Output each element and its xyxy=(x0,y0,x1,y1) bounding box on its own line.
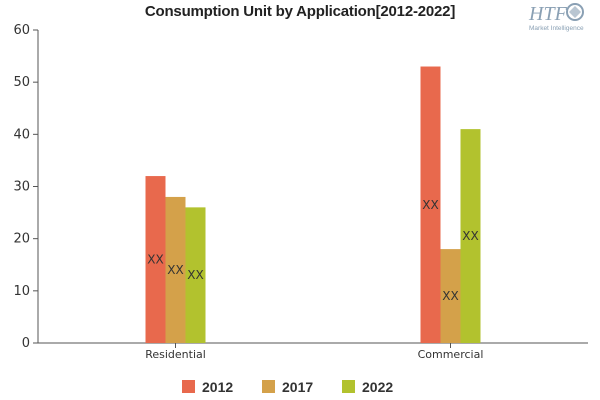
legend-label-2012: 2012 xyxy=(202,379,233,395)
bars xyxy=(145,66,481,344)
legend-label-2017: 2017 xyxy=(282,379,313,395)
bar-2022-residential xyxy=(185,207,206,343)
data-label: XX xyxy=(462,229,478,243)
chart-title: Consumption Unit by Application[2012-202… xyxy=(144,3,456,20)
data-label: XX xyxy=(422,198,438,212)
data-labels: XX XX XX XX XX XX xyxy=(147,198,478,303)
data-label: XX xyxy=(442,289,458,303)
y-tick-label: 20 xyxy=(13,232,30,247)
y-tick-label: 60 xyxy=(13,23,30,38)
legend-swatch-2012 xyxy=(182,380,195,393)
axes: 0 10 20 30 40 50 60 Residential Commercial xyxy=(13,23,588,361)
globe-icon xyxy=(566,3,584,21)
logo-subtext: Market Intelligence xyxy=(529,25,584,32)
bar-2017-commercial xyxy=(440,249,461,343)
legend: 2012 2017 2022 xyxy=(182,379,393,395)
x-tick-label: Commercial xyxy=(418,348,484,361)
logo-text: HTF xyxy=(528,3,568,25)
y-tick-label: 0 xyxy=(22,336,30,351)
legend-swatch-2017 xyxy=(262,380,275,393)
bar-2022-commercial xyxy=(460,129,481,343)
bar-2012-commercial xyxy=(420,66,441,344)
htf-logo: HTF Market Intelligence xyxy=(528,3,584,32)
legend-swatch-2022 xyxy=(342,380,355,393)
bar-2012-residential xyxy=(145,176,166,343)
y-tick-label: 50 xyxy=(13,75,30,90)
data-label: XX xyxy=(147,253,163,267)
x-tick-label: Residential xyxy=(145,348,206,361)
y-tick-label: 40 xyxy=(13,127,30,142)
data-label: XX xyxy=(187,268,203,282)
bar-2017-residential xyxy=(165,196,186,343)
y-tick-label: 10 xyxy=(13,284,30,299)
data-label: XX xyxy=(167,263,183,277)
y-tick-label: 30 xyxy=(13,180,30,195)
legend-label-2022: 2022 xyxy=(362,379,393,395)
